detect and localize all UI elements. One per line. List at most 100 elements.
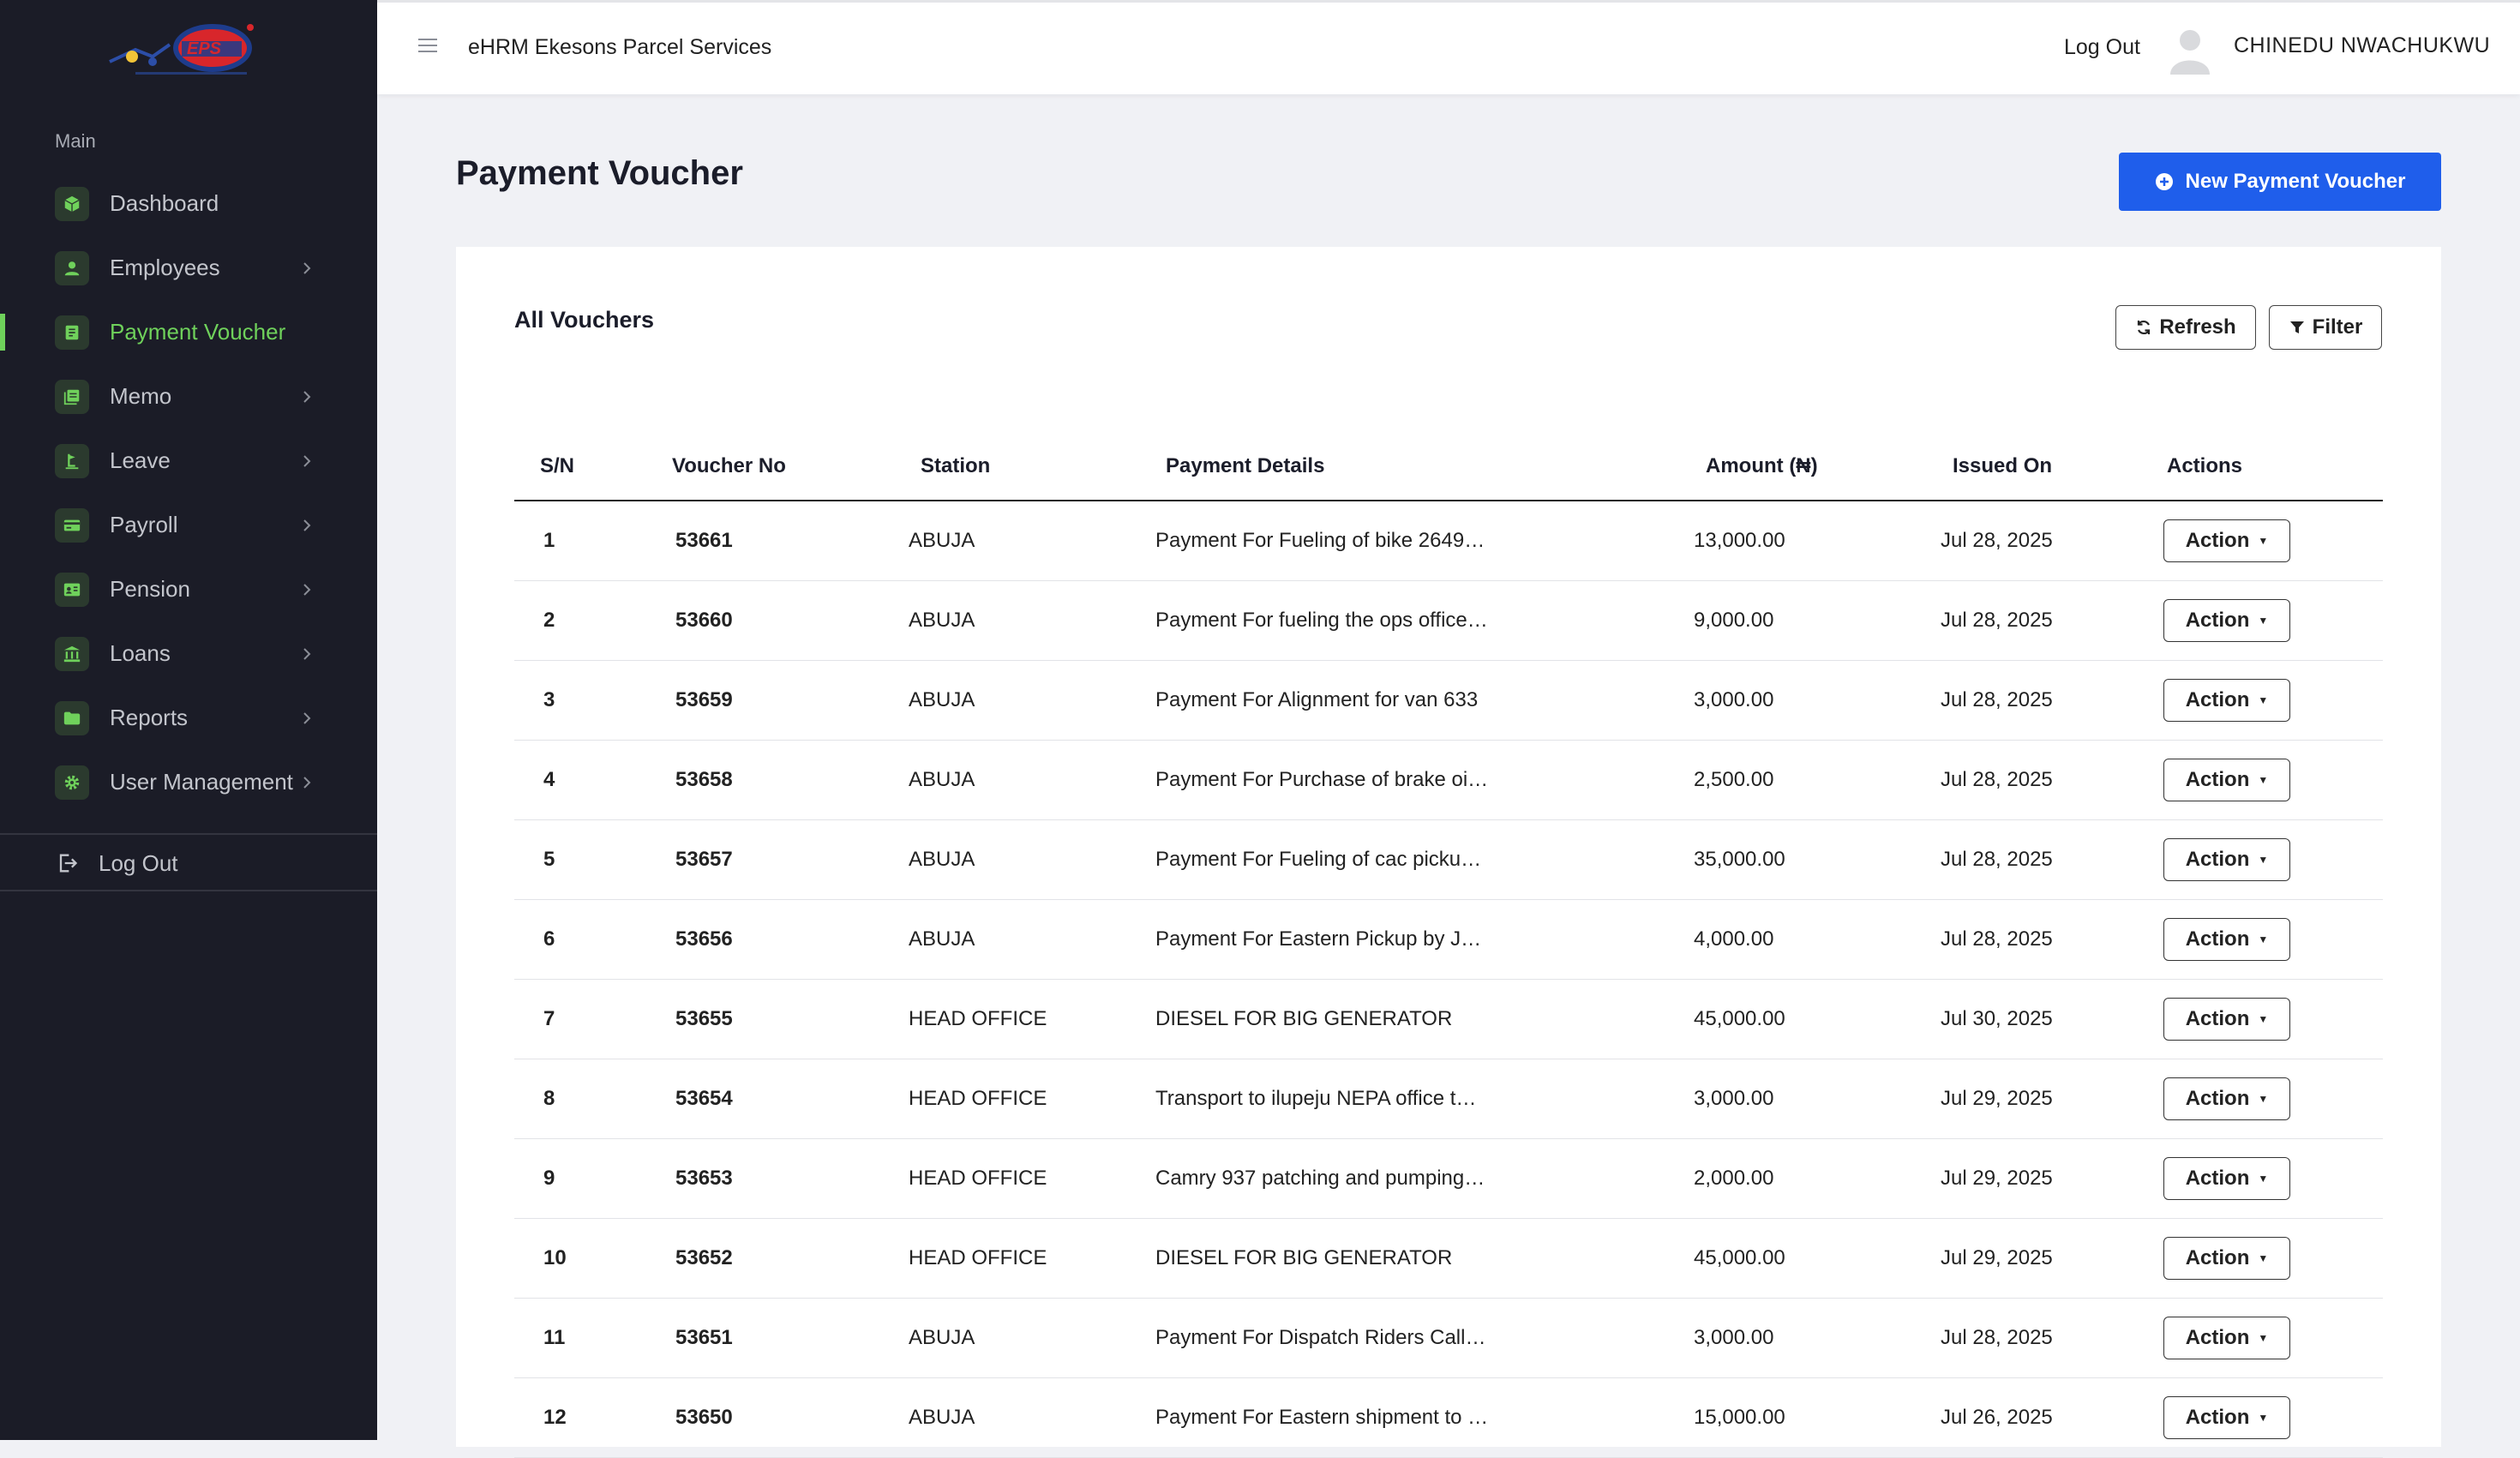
caret-down-icon: ▼: [2258, 1412, 2269, 1424]
chevron-right-icon: [303, 519, 311, 531]
cell-amount: 45,000.00: [1694, 1218, 1941, 1299]
chevron-right-icon: [303, 711, 311, 724]
cell-payment-details: Payment For Dispatch Riders Call …: [1155, 1298, 1694, 1378]
table-row: 1 53661 ABUJA Payment For Fueling of bik…: [514, 501, 2383, 581]
cell-actions: Action ▼: [2163, 1059, 2383, 1139]
action-dropdown-button[interactable]: Action ▼: [2163, 1317, 2290, 1359]
action-label: Action: [2185, 1326, 2250, 1349]
sidebar-item-payroll[interactable]: Payroll: [0, 493, 377, 557]
refresh-icon: [2138, 320, 2151, 335]
sidebar-logout-button[interactable]: Log Out: [0, 836, 377, 891]
table-row: 3 53659 ABUJA Payment For Alignment for …: [514, 660, 2383, 741]
gear-icon: [55, 765, 89, 800]
action-dropdown-button[interactable]: Action ▼: [2163, 519, 2290, 562]
sidebar-item-label: Employees: [110, 255, 220, 280]
document-icon: [55, 315, 89, 350]
cell-issued-on: Jul 28, 2025: [1941, 740, 2163, 820]
sidebar-item-label: Payment Voucher: [110, 319, 286, 345]
sidebar-item-user-management[interactable]: User Management: [0, 750, 377, 814]
action-dropdown-button[interactable]: Action ▼: [2163, 1396, 2290, 1439]
cell-sn: 7: [514, 979, 672, 1059]
cube-icon: [55, 186, 89, 221]
action-dropdown-button[interactable]: Action ▼: [2163, 1237, 2290, 1280]
cell-amount: 13,000.00: [1694, 501, 1941, 581]
sidebar-item-label: User Management: [110, 769, 293, 795]
voucher-number-link[interactable]: 53661: [672, 501, 909, 581]
voucher-number-link[interactable]: 53651: [672, 1298, 909, 1378]
sidebar-item-label: Payroll: [110, 512, 178, 537]
cell-actions: Action ▼: [2163, 1218, 2383, 1299]
cell-issued-on: Jul 26, 2025: [1941, 1377, 2163, 1458]
sidebar-item-pension[interactable]: Pension: [0, 557, 377, 621]
user-name: CHINEDU NWACHUKWU: [2234, 33, 2491, 57]
sidebar-item-payment-voucher[interactable]: Payment Voucher: [0, 300, 377, 364]
action-dropdown-button[interactable]: Action ▼: [2163, 599, 2290, 642]
voucher-number-link[interactable]: 53653: [672, 1138, 909, 1219]
cell-amount: 9,000.00: [1694, 580, 1941, 661]
action-dropdown-button[interactable]: Action ▼: [2163, 838, 2290, 881]
cell-sn: 2: [514, 580, 672, 661]
filter-label: Filter: [2312, 315, 2363, 339]
sidebar-item-loans[interactable]: Loans: [0, 621, 377, 686]
caret-down-icon: ▼: [2258, 1332, 2269, 1344]
cell-station: ABUJA: [909, 580, 1155, 661]
column-header-actions: Actions: [2163, 425, 2383, 501]
cell-sn: 3: [514, 660, 672, 741]
leave-icon: [55, 443, 89, 478]
cell-issued-on: Jul 28, 2025: [1941, 501, 2163, 581]
logout-icon: [59, 854, 78, 873]
voucher-number-link[interactable]: 53660: [672, 580, 909, 661]
bank-icon: [55, 636, 89, 671]
action-label: Action: [2185, 1246, 2250, 1269]
user-icon: [55, 250, 89, 285]
cell-station: HEAD OFFICE: [909, 1138, 1155, 1219]
menu-toggle-icon[interactable]: [418, 39, 437, 56]
page-title: Payment Voucher: [456, 154, 743, 192]
action-dropdown-button[interactable]: Action ▼: [2163, 1157, 2290, 1200]
action-label: Action: [2185, 927, 2250, 951]
action-dropdown-button[interactable]: Action ▼: [2163, 998, 2290, 1041]
sidebar-item-dashboard[interactable]: Dashboard: [0, 171, 377, 236]
cell-issued-on: Jul 30, 2025: [1941, 979, 2163, 1059]
sidebar-item-employees[interactable]: Employees: [0, 236, 377, 300]
cell-issued-on: Jul 28, 2025: [1941, 899, 2163, 980]
avatar[interactable]: [2169, 25, 2211, 75]
voucher-number-link[interactable]: 53655: [672, 979, 909, 1059]
voucher-number-link[interactable]: 53659: [672, 660, 909, 741]
cell-issued-on: Jul 29, 2025: [1941, 1059, 2163, 1139]
new-payment-voucher-button[interactable]: New Payment Voucher: [2119, 153, 2441, 211]
column-header-amount: Amount (₦): [1694, 425, 1941, 501]
voucher-number-link[interactable]: 53652: [672, 1218, 909, 1299]
action-dropdown-button[interactable]: Action ▼: [2163, 918, 2290, 961]
sidebar-item-leave[interactable]: Leave: [0, 429, 377, 493]
svg-text:EPS: EPS: [187, 39, 222, 58]
filter-button[interactable]: Filter: [2269, 305, 2382, 350]
table-row: 5 53657 ABUJA Payment For Fueling of cac…: [514, 819, 2383, 900]
voucher-number-link[interactable]: 53650: [672, 1377, 909, 1458]
cell-station: ABUJA: [909, 819, 1155, 900]
voucher-number-link[interactable]: 53654: [672, 1059, 909, 1139]
sidebar-nav: Dashboard Employees Payment Voucher Memo: [0, 171, 377, 814]
cell-station: HEAD OFFICE: [909, 1059, 1155, 1139]
cell-station: ABUJA: [909, 501, 1155, 581]
topbar-logout-link[interactable]: Log Out: [2064, 35, 2140, 59]
cell-amount: 15,000.00: [1694, 1377, 1941, 1458]
voucher-number-link[interactable]: 53657: [672, 819, 909, 900]
cell-issued-on: Jul 29, 2025: [1941, 1218, 2163, 1299]
voucher-number-link[interactable]: 53656: [672, 899, 909, 980]
action-dropdown-button[interactable]: Action ▼: [2163, 759, 2290, 801]
action-dropdown-button[interactable]: Action ▼: [2163, 1077, 2290, 1120]
sidebar-item-label: Loans: [110, 640, 171, 666]
column-header-voucher-no: Voucher No: [672, 425, 909, 501]
sidebar-item-memo[interactable]: Memo: [0, 364, 377, 429]
refresh-button[interactable]: Refresh: [2115, 305, 2256, 350]
cell-sn: 9: [514, 1138, 672, 1219]
action-dropdown-button[interactable]: Action ▼: [2163, 679, 2290, 722]
voucher-number-link[interactable]: 53658: [672, 740, 909, 820]
sidebar-logout-label: Log Out: [99, 849, 178, 876]
sidebar-item-reports[interactable]: Reports: [0, 686, 377, 750]
caret-down-icon: ▼: [2258, 854, 2269, 866]
action-label: Action: [2185, 688, 2250, 711]
cell-issued-on: Jul 29, 2025: [1941, 1138, 2163, 1219]
caret-down-icon: ▼: [2258, 1093, 2269, 1105]
